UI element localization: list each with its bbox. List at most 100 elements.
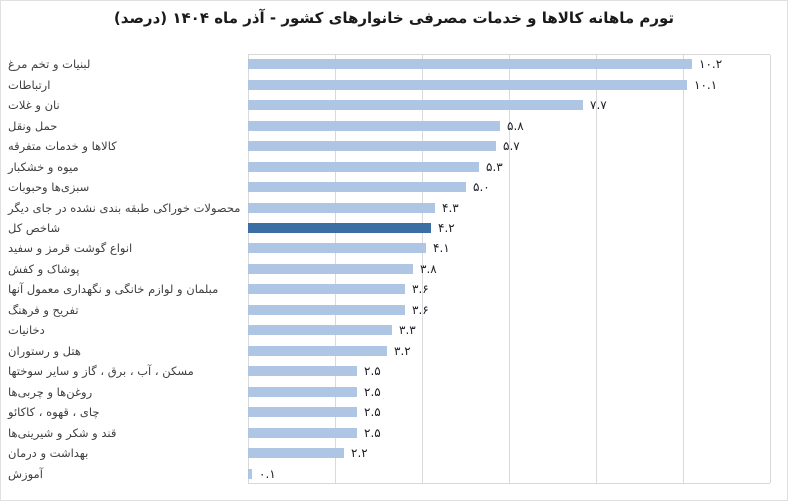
bar-area: ۴.۳ [248, 197, 787, 217]
value-label: ۲.۵ [364, 405, 381, 420]
bar-area: ۵.۷ [248, 136, 787, 156]
category-label: کالاها و خدمات متفرقه [8, 139, 117, 154]
category-label: مسکن ، آب ، برق ، گاز و سایر سوختها [8, 364, 194, 379]
value-label: ۷.۷ [590, 98, 607, 113]
chart-row: دخانیات ۳.۳ [1, 320, 787, 340]
bar-area: ۳.۶ [248, 300, 787, 320]
chart-row: تفریح و فرهنگ ۳.۶ [1, 300, 787, 320]
category-label: محصولات خوراکی طبقه بندی نشده در جای دیگ… [8, 200, 241, 215]
bar [248, 427, 357, 438]
value-label: ۳.۸ [420, 261, 437, 276]
bar [248, 325, 392, 336]
bar-area: ۳.۶ [248, 279, 787, 299]
bar-area: ۳.۸ [248, 259, 787, 279]
bar [248, 304, 405, 315]
value-label: ۵.۷ [503, 139, 520, 154]
chart-row: روغن‌ها و چربی‌ها ۲.۵ [1, 382, 787, 402]
value-label: ۳.۳ [399, 323, 416, 338]
value-label: ۱۰.۱ [694, 77, 718, 92]
value-label: ۵.۳ [486, 159, 503, 174]
chart-row: محصولات خوراکی طبقه بندی نشده در جای دیگ… [1, 197, 787, 217]
bar-area: ۵.۰ [248, 177, 787, 197]
bar [248, 284, 405, 295]
gridline [509, 55, 510, 483]
bar-total-index-highlight [248, 222, 431, 233]
value-label: ۴.۱ [433, 241, 450, 256]
category-label: میوه و خشکبار [8, 159, 79, 174]
category-label: لبنیات و تخم مرغ [8, 57, 91, 72]
category-label: پوشاک و کفش [8, 261, 80, 276]
gridline [683, 55, 684, 483]
bar [248, 243, 426, 254]
category-label: دخانیات [8, 323, 45, 338]
category-label: حمل ونقل [8, 118, 58, 133]
bar [248, 79, 687, 90]
bar [248, 366, 357, 377]
chart-row: مبلمان و لوازم خانگی و نگهداری معمول آنه… [1, 279, 787, 299]
value-label: ۴.۲ [438, 220, 455, 235]
bar-area: ۲.۲ [248, 443, 787, 463]
value-label: ۲.۵ [364, 384, 381, 399]
chart-row: حمل ونقل ۵.۸ [1, 115, 787, 135]
chart-row: انواع گوشت قرمز و سفید ۴.۱ [1, 238, 787, 258]
bar [248, 345, 387, 356]
chart-row: لبنیات و تخم مرغ ۱۰.۲ [1, 54, 787, 74]
value-label: ۲.۵ [364, 425, 381, 440]
bar [248, 59, 692, 70]
bar-area: ۳.۳ [248, 320, 787, 340]
chart-row: قند و شکر و شیرینی‌ها ۲.۵ [1, 422, 787, 442]
bar-area: ۲.۵ [248, 422, 787, 442]
bar [248, 141, 496, 152]
chart-row: پوشاک و کفش ۳.۸ [1, 259, 787, 279]
gridline [596, 55, 597, 483]
category-label: انواع گوشت قرمز و سفید [8, 241, 133, 256]
chart-row: مسکن ، آب ، برق ، گاز و سایر سوختها ۲.۵ [1, 361, 787, 381]
chart-title: تورم ماهانه کالاها و خدمات مصرفی خانواره… [113, 9, 675, 27]
value-label: ۳.۶ [412, 282, 429, 297]
value-label: ۳.۲ [394, 343, 411, 358]
bar-area: ۰.۱ [248, 463, 787, 483]
chart-row: کالاها و خدمات متفرقه ۵.۷ [1, 136, 787, 156]
bar-area: ۲.۵ [248, 382, 787, 402]
bar [248, 202, 435, 213]
bar [248, 182, 466, 193]
bar-area: ۲.۵ [248, 361, 787, 381]
bar-area: ۵.۸ [248, 115, 787, 135]
category-label: هتل و رستوران [8, 343, 81, 358]
chart-row: هتل و رستوران ۳.۲ [1, 341, 787, 361]
category-label: قند و شکر و شیرینی‌ها [8, 425, 117, 440]
value-label: ۳.۶ [412, 302, 429, 317]
bar-area: ۵.۳ [248, 156, 787, 176]
category-label: روغن‌ها و چربی‌ها [8, 384, 93, 399]
value-label: ۰.۱ [259, 466, 276, 481]
chart-rows: لبنیات و تخم مرغ ۱۰.۲ ارتباطات ۱۰.۱ نان و غل… [1, 54, 787, 484]
chart-row: ارتباطات ۱۰.۱ [1, 74, 787, 94]
value-label: ۴.۳ [442, 200, 459, 215]
category-label: نان و غلات [8, 98, 60, 113]
category-label: تفریح و فرهنگ [8, 302, 79, 317]
bar-area: ۳.۲ [248, 341, 787, 361]
chart-row: آموزش ۰.۱ [1, 463, 787, 483]
category-label: سبزی‌ها وحبوبات [8, 180, 90, 195]
bar [248, 386, 357, 397]
chart-row: نان و غلات ۷.۷ [1, 95, 787, 115]
gridline [422, 55, 423, 483]
bar-area: ۴.۲ [248, 218, 787, 238]
value-label: ۲.۲ [351, 446, 368, 461]
category-label: بهداشت و درمان [8, 446, 89, 461]
value-label: ۱۰.۲ [699, 57, 723, 72]
bar [248, 161, 479, 172]
bar [248, 448, 344, 459]
value-label: ۵.۰ [473, 180, 490, 195]
chart-row: شاخص کل ۴.۲ [1, 218, 787, 238]
gridline [770, 55, 771, 483]
category-label: ارتباطات [8, 77, 51, 92]
value-label: ۲.۵ [364, 364, 381, 379]
bar-area: ۴.۱ [248, 238, 787, 258]
bar-area: ۷.۷ [248, 95, 787, 115]
bar [248, 407, 357, 418]
category-label: آموزش [8, 466, 43, 481]
bar [248, 100, 583, 111]
value-label: ۵.۸ [507, 118, 524, 133]
